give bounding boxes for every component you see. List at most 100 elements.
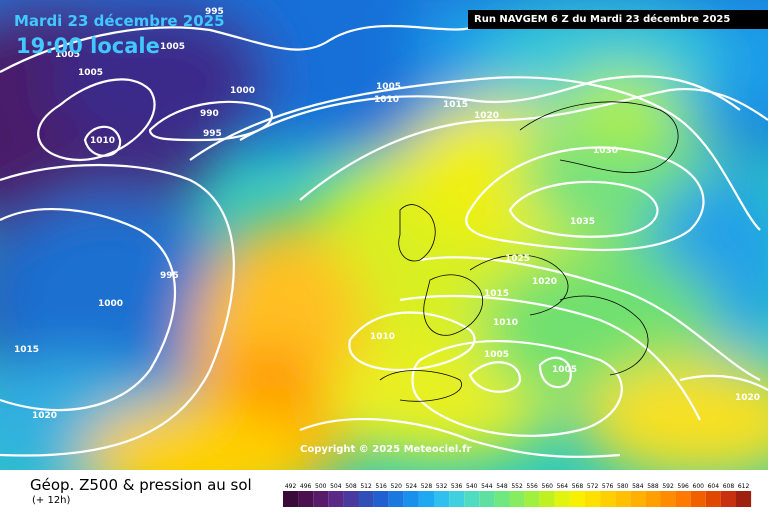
scale-value: 512 (360, 483, 372, 490)
isobars (0, 24, 768, 458)
scale-value: 576 (602, 483, 614, 490)
isobar-label: 1035 (570, 217, 595, 227)
isobar-label: 995 (205, 7, 224, 17)
scale-value: 556 (526, 483, 538, 490)
scale-value: 532 (436, 483, 448, 490)
chart-date: Mardi 23 décembre 2025 (14, 12, 225, 30)
isobar-label: 995 (160, 271, 179, 281)
pressure-map: 995 1005 1005 1005 1000 990 995 1010 995… (0, 0, 768, 470)
scale-swatch (434, 491, 450, 507)
scale-value: 516 (375, 483, 387, 490)
color-scale: 492 496 500 504 508 512 516 520 524 528 532 536 540 5… (283, 483, 752, 507)
scale-swatch (358, 491, 374, 507)
scale-swatch (554, 491, 570, 507)
chart-time: 19:00 locale (16, 34, 160, 58)
legend-title: Géop. Z500 & pression au sol (30, 476, 252, 494)
scale-swatch (449, 491, 465, 507)
scale-value: 508 (345, 483, 357, 490)
scale-swatch (283, 491, 299, 507)
isobar-label: 1020 (474, 111, 499, 121)
scale-value: 600 (693, 483, 705, 490)
geopotential-field (0, 0, 768, 470)
scale-value: 540 (466, 483, 478, 490)
scale-swatch (464, 491, 480, 507)
run-banner: Run NAVGEM 6 Z du Mardi 23 décembre 2025 (468, 10, 768, 29)
scale-swatch (328, 491, 344, 507)
scale-swatch (403, 491, 419, 507)
scale-swatch (524, 491, 540, 507)
isobar-label: 1025 (505, 254, 530, 264)
scale-value: 604 (708, 483, 720, 490)
isobar-label: 1020 (735, 393, 760, 403)
scale-swatch (690, 491, 706, 507)
isobar-label: 1005 (376, 82, 401, 92)
isobar-label: 1005 (484, 350, 509, 360)
scale-swatch (569, 491, 585, 507)
scale-value: 544 (481, 483, 493, 490)
scale-value: 528 (421, 483, 433, 490)
isobar-label: 1020 (32, 411, 57, 421)
isobar-label: 1000 (98, 299, 123, 309)
scale-value: 608 (723, 483, 735, 490)
scale-value: 536 (451, 483, 463, 490)
scale-value: 560 (542, 483, 554, 490)
isobar-label: 1030 (593, 146, 618, 156)
scale-value: 568 (572, 483, 584, 490)
isobar-label: 990 (200, 109, 219, 119)
scale-value: 500 (315, 483, 327, 490)
isobar-label: 1010 (493, 318, 518, 328)
isobar-label: 1010 (370, 332, 395, 342)
scale-swatch (720, 491, 736, 507)
scale-value: 580 (617, 483, 629, 490)
scale-swatch (313, 491, 329, 507)
scale-value: 592 (662, 483, 674, 490)
isobar-label: 1010 (90, 136, 115, 146)
scale-swatch (539, 491, 555, 507)
isobar-labels: 995 1005 1005 1005 1000 990 995 1010 995… (14, 7, 760, 421)
isobar-label: 1000 (230, 86, 255, 96)
isobar-label: 1005 (78, 68, 103, 78)
isobar-label: 1015 (443, 100, 468, 110)
scale-value: 548 (496, 483, 508, 490)
coastlines (379, 101, 679, 402)
legend-subtitle: (+ 12h) (32, 495, 71, 506)
scale-value: 520 (391, 483, 403, 490)
isobar-label: 1020 (532, 277, 557, 287)
scale-swatch (645, 491, 661, 507)
scale-swatch (675, 491, 691, 507)
scale-swatch (373, 491, 389, 507)
scale-swatch (298, 491, 314, 507)
scale-value: 572 (587, 483, 599, 490)
scale-value: 612 (738, 483, 750, 490)
scale-value: 584 (632, 483, 644, 490)
scale-value: 596 (677, 483, 689, 490)
scale-value: 524 (406, 483, 418, 490)
isobar-label: 1015 (484, 289, 509, 299)
scale-swatch (600, 491, 616, 507)
scale-swatch (479, 491, 495, 507)
isobar-label: 1005 (160, 42, 185, 52)
scale-value: 492 (285, 483, 297, 490)
scale-value: 504 (330, 483, 342, 490)
legend-footer: Géop. Z500 & pression au sol (+ 12h) 492… (0, 470, 768, 512)
scale-value: 564 (557, 483, 569, 490)
scale-swatch (660, 491, 676, 507)
scale-value: 496 (300, 483, 312, 490)
scale-swatch (736, 491, 752, 507)
copyright: Copyright © 2025 Meteociel.fr (300, 444, 472, 455)
scale-swatch (388, 491, 404, 507)
scale-swatch (630, 491, 646, 507)
isobar-label: 1015 (14, 345, 39, 355)
scale-swatch (509, 491, 525, 507)
scale-swatch (585, 491, 601, 507)
scale-value: 552 (511, 483, 523, 490)
scale-swatch (615, 491, 631, 507)
scale-value: 588 (647, 483, 659, 490)
scale-swatch (343, 491, 359, 507)
scale-swatch (705, 491, 721, 507)
isobar-label: 995 (203, 129, 222, 139)
isobar-label: 1005 (552, 365, 577, 375)
isobar-label: 1010 (374, 95, 399, 105)
isobar-label: 1005 (55, 50, 80, 60)
